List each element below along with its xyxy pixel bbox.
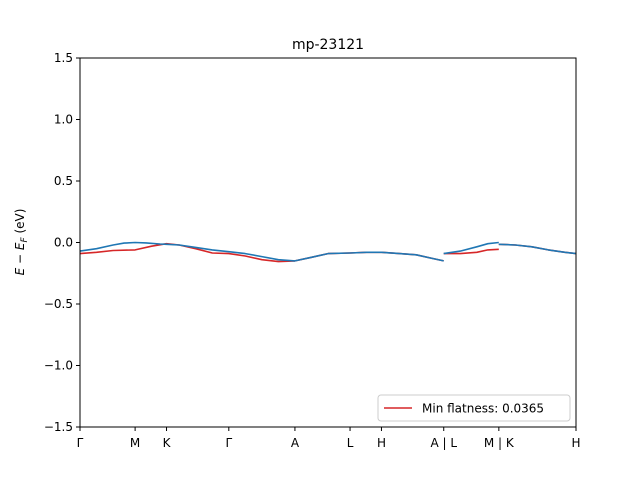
x-tick-label: A | L [430, 436, 457, 450]
x-tick-label: Γ [77, 436, 84, 450]
y-axis-label-unit: (eV) [13, 209, 27, 238]
x-tick-label: A [291, 436, 300, 450]
series-layer [79, 241, 577, 263]
x-tick-label: Γ [225, 436, 232, 450]
y-axis-label-sub: F [20, 237, 30, 243]
series-line-0 [79, 241, 577, 262]
y-tick-label: −1.0 [44, 359, 73, 373]
y-tick-label: 0.0 [54, 236, 73, 250]
x-tick-label: M | K [484, 436, 515, 450]
y-axis-label: E − EF (eV) [13, 209, 30, 276]
plot-frame [79, 57, 577, 428]
y-tick-label: 1.0 [54, 113, 73, 127]
x-tick-label: M [130, 436, 140, 450]
y-axis-ticks: −1.5 −1.0 −0.5 0.0 0.5 1.0 1.5 [44, 51, 80, 434]
x-tick-label: H [377, 436, 386, 450]
y-axis-label-main: E − E [13, 242, 27, 275]
series-line-1 [79, 242, 577, 263]
x-axis-ticks: Γ M K Γ A L H A | L M | K H [77, 427, 581, 450]
x-tick-label: K [163, 436, 172, 450]
x-tick-label: L [347, 436, 354, 450]
y-tick-label: 0.5 [54, 174, 73, 188]
legend-label: Min flatness: 0.0365 [422, 402, 544, 416]
x-tick-label: H [571, 436, 580, 450]
y-tick-label: −1.5 [44, 420, 73, 434]
y-tick-label: 1.5 [54, 51, 73, 65]
chart-title: mp-23121 [292, 37, 364, 53]
legend: Min flatness: 0.0365 [377, 394, 571, 422]
legend-box [377, 394, 571, 422]
y-tick-label: −0.5 [44, 297, 73, 311]
